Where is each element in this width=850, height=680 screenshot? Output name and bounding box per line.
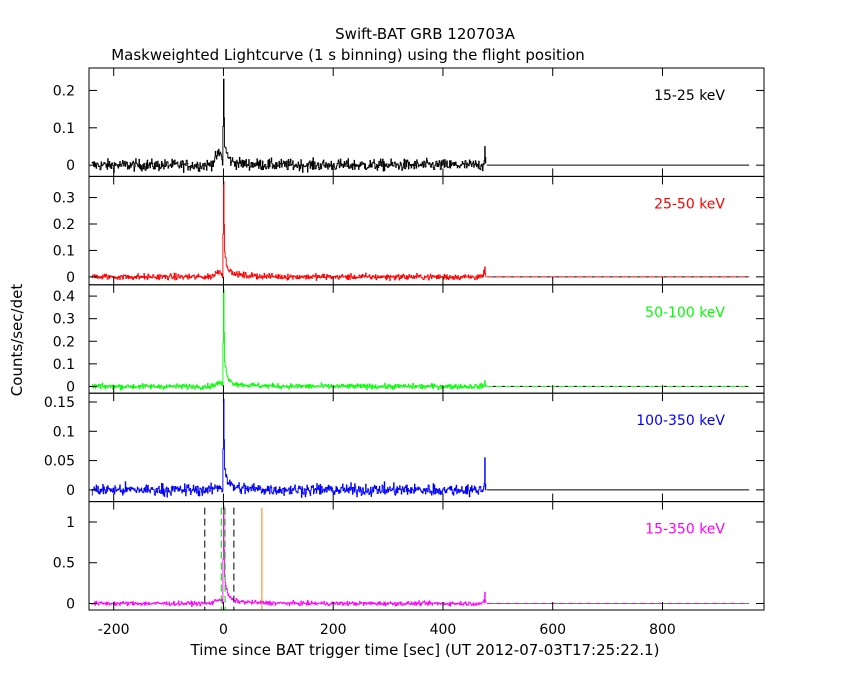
y-tick-label-4-2: 1	[66, 515, 75, 531]
x-tick-label-0: -200	[98, 622, 130, 638]
y-tick-label-3-0: 0	[66, 483, 75, 499]
panel-0: 0 0.1 0.2 15-25 keV	[53, 67, 765, 177]
y-tick-label-1-1: 0.1	[53, 243, 75, 259]
y-tick-label-0-1: 0.1	[53, 121, 75, 137]
y-tick-label-1-2: 0.2	[53, 217, 75, 233]
chart-title: Swift-BAT GRB 120703A	[335, 25, 515, 43]
y-tick-label-4-0: 0	[66, 596, 75, 612]
panel-frame-4	[88, 501, 765, 611]
y-tick-label-2-4: 0.4	[53, 289, 75, 305]
series-line-1	[91, 181, 487, 281]
x-tick-label-5: 800	[649, 622, 676, 638]
y-tick-label-3-2: 0.1	[53, 424, 75, 440]
y-tick-label-4-1: 0.5	[53, 556, 75, 572]
series-line-2	[91, 288, 487, 391]
series-line-3	[91, 398, 487, 498]
y-tick-label-0-2: 0.2	[53, 83, 75, 99]
chart-subtitle: Maskweighted Lightcurve (1 s binning) us…	[111, 46, 585, 64]
x-tick-labels: -200 0 200 400 600 800	[98, 622, 676, 638]
series-line-4	[91, 505, 487, 608]
y-tick-label-2-3: 0.3	[53, 312, 75, 328]
y-tick-label-2-2: 0.2	[53, 334, 75, 350]
y-tick-label-0-0: 0	[66, 158, 75, 174]
y-tick-label-3-1: 0.05	[44, 454, 75, 470]
band-label-4: 15-350 keV	[645, 522, 725, 538]
band-label-1: 25-50 keV	[654, 196, 725, 212]
panel-4: 0 0.5 1 15-350 keV	[53, 501, 765, 612]
x-axis-label: Time since BAT trigger time [sec] (UT 20…	[190, 641, 660, 659]
panel-2: 0 0.1 0.2 0.3 0.4 50-100 keV	[53, 284, 765, 395]
x-tick-label-3: 400	[430, 622, 457, 638]
y-tick-label-1-3: 0.3	[53, 191, 75, 207]
y-tick-label-2-1: 0.1	[53, 357, 75, 373]
x-tick-label-1: 0	[219, 622, 228, 638]
y-axis-label: Counts/sec/det	[8, 284, 26, 397]
y-tick-label-3-3: 0.15	[44, 395, 75, 411]
band-label-0: 15-25 keV	[654, 88, 725, 104]
panel-frame-1	[88, 175, 765, 286]
y-tick-label-1-0: 0	[66, 270, 75, 286]
band-label-3: 100-350 keV	[636, 413, 725, 429]
panel-1: 0 0.1 0.2 0.3 25-50 keV	[53, 175, 765, 286]
panel-frame-2	[88, 284, 765, 394]
panel-3: 0 0.05 0.1 0.15 100-350 keV	[44, 392, 765, 503]
x-tick-label-4: 600	[539, 622, 566, 638]
panel-frame-3	[88, 392, 765, 503]
x-tick-label-2: 200	[320, 622, 347, 638]
band-label-2: 50-100 keV	[645, 305, 725, 321]
series-line-0	[91, 78, 487, 174]
y-tick-label-2-0: 0	[66, 379, 75, 395]
